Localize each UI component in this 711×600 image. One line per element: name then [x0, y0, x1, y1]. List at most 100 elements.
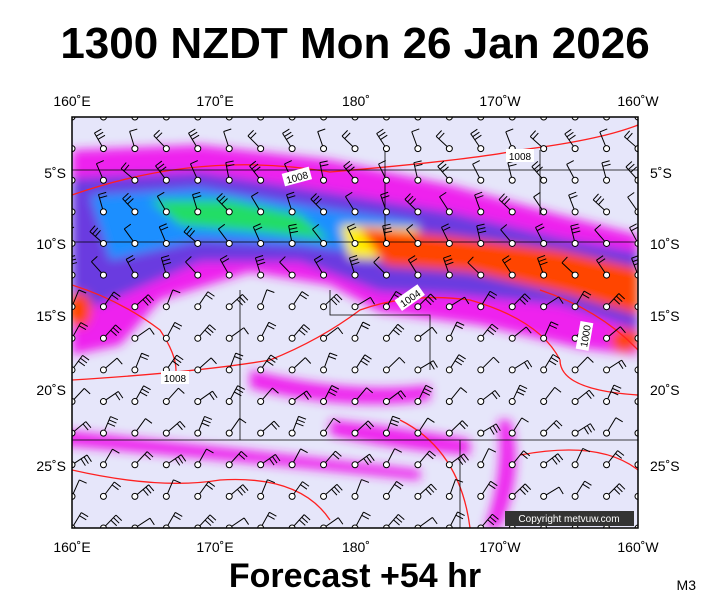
barb-feather [295, 422, 304, 427]
station [225, 208, 233, 216]
barb-feather [489, 326, 497, 333]
barb-feather [529, 130, 537, 137]
barb-feather [190, 131, 198, 137]
barb-feather [299, 294, 307, 300]
barb-feather [598, 198, 605, 205]
station [99, 208, 107, 216]
barb-feather [145, 486, 152, 494]
barb-feather [347, 166, 355, 173]
barb-feather [348, 226, 357, 231]
barb-feather [159, 166, 167, 173]
barb-feather [618, 293, 626, 300]
barb-feather [645, 357, 652, 361]
barb-feather [123, 164, 130, 172]
barb-feather [363, 511, 371, 517]
barb-feather [524, 362, 530, 370]
barb-feather [284, 160, 292, 165]
barb-feather [336, 293, 343, 301]
station [382, 239, 390, 247]
barb-feather [539, 261, 548, 266]
station [288, 366, 296, 374]
barb-feather [108, 419, 117, 424]
barb-feather [524, 483, 532, 490]
barb-feather [218, 223, 226, 230]
station [351, 176, 359, 184]
barb-feather [439, 163, 447, 170]
barb-feather [337, 517, 344, 525]
barb-feather [301, 291, 309, 297]
barb-feather [474, 134, 482, 141]
barb-feather [455, 514, 464, 520]
barb-feather [300, 448, 308, 454]
barb-feather [435, 130, 442, 137]
barb-feather [381, 195, 390, 199]
barb-feather [299, 519, 306, 526]
barb-feather [81, 512, 89, 518]
station [99, 334, 107, 342]
station [382, 398, 390, 406]
barb-feather [250, 132, 257, 139]
barb-feather [267, 479, 276, 484]
barb-staff [102, 117, 104, 118]
barb-feather [351, 261, 360, 266]
barb-feather [155, 160, 163, 167]
barb-feather [172, 289, 181, 294]
station [571, 398, 579, 406]
barb-feather [594, 224, 602, 231]
barb-feather [251, 163, 259, 170]
barb-feather [501, 195, 508, 203]
barb-feather [80, 357, 88, 364]
barb-feather [85, 421, 92, 429]
barb-feather [375, 98, 381, 103]
barb-feather [394, 484, 402, 490]
station [445, 176, 453, 184]
barb-feather [384, 230, 393, 234]
barb-feather [551, 457, 558, 465]
barb-feather [377, 101, 383, 106]
station [131, 145, 139, 153]
barb-feather [553, 422, 560, 429]
barb-feather [531, 161, 539, 168]
barb-staff [637, 526, 638, 528]
barb-feather [208, 481, 216, 487]
barb-feather [143, 385, 151, 391]
barb-feather [397, 323, 405, 330]
barb-feather [518, 388, 526, 393]
barb-feather [96, 160, 104, 165]
station [508, 208, 516, 216]
barb-feather [557, 453, 564, 461]
station [194, 271, 202, 279]
barb-feather [651, 420, 657, 426]
barb-feather [432, 517, 438, 525]
barb-feather [550, 357, 559, 363]
lat-label: 25˚S [650, 458, 680, 474]
barb-feather [345, 163, 353, 170]
barb-feather [240, 451, 248, 458]
barb-feather [161, 255, 170, 259]
barb-feather [112, 327, 120, 334]
barb-feather [242, 294, 249, 301]
barb-feather [427, 417, 435, 423]
barb-feather [361, 479, 370, 483]
barb-feather [286, 191, 295, 196]
barb-feather [487, 329, 495, 336]
station [257, 334, 265, 342]
barb-feather [373, 256, 380, 263]
isobar-label: 1008 [509, 152, 532, 163]
barb-feather [383, 227, 392, 230]
barb-feather [163, 262, 172, 266]
longitude-labels: 160˚E 170˚E 180˚ 170˚W 160˚W 160˚E 170˚E… [53, 93, 659, 555]
barb-feather [536, 166, 543, 173]
station [320, 176, 328, 184]
station [162, 492, 170, 500]
barb-feather [253, 166, 261, 173]
barb-feather [82, 423, 89, 431]
barb-feather [558, 486, 564, 495]
barb-feather [317, 128, 326, 133]
barb-feather [320, 163, 329, 167]
barb-feather [209, 392, 215, 401]
barb-feather [226, 164, 235, 167]
barb-feather [82, 354, 90, 361]
barb-feather [111, 484, 119, 491]
